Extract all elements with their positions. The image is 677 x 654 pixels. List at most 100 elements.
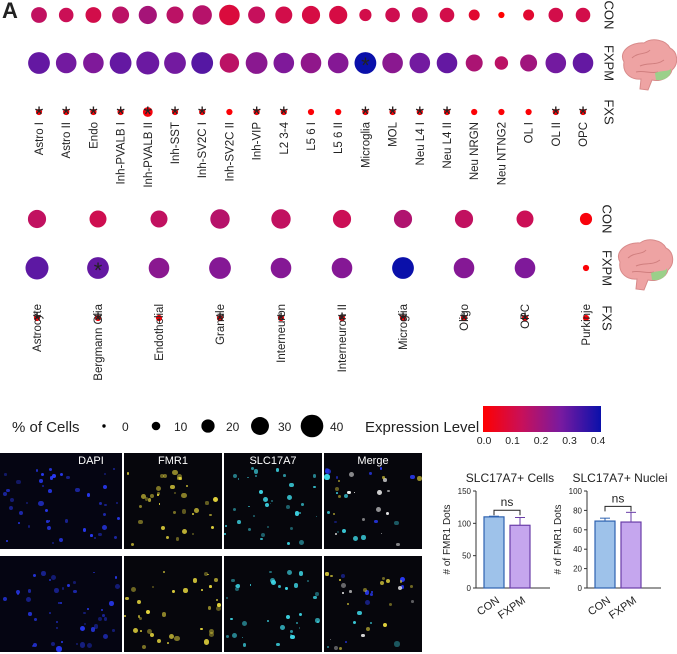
condition-label: CON <box>600 205 615 234</box>
signal-speck <box>329 638 332 641</box>
size-legend-value: 10 <box>174 420 188 434</box>
dot-con-inh-vip <box>248 6 266 24</box>
signal-speck <box>145 609 151 615</box>
dot-fxs-endothelial <box>155 314 163 322</box>
signal-speck <box>335 532 338 535</box>
signal-speck <box>2 596 8 602</box>
signal-speck <box>231 632 238 638</box>
signal-speck <box>160 473 165 478</box>
dot-fxpm-neu-nrgn <box>465 54 483 72</box>
signal-speck <box>38 478 43 483</box>
signal-speck <box>162 473 168 479</box>
significance-star: * <box>361 53 370 78</box>
signal-speck <box>387 490 390 493</box>
y-tick-label: 80 <box>573 506 582 515</box>
significance-star: * <box>579 102 588 127</box>
signal-speck <box>349 590 353 593</box>
signal-speck <box>374 519 378 524</box>
bar-con <box>594 520 616 589</box>
signal-speck <box>289 629 294 634</box>
signal-speck <box>158 503 161 506</box>
dot-con-interneuron <box>271 209 291 229</box>
signal-speck <box>275 468 279 472</box>
signal-speck <box>52 473 56 478</box>
signal-speck <box>254 474 257 477</box>
significance-label: ns <box>612 491 625 505</box>
dot-fxs-l5-6-i <box>307 108 315 116</box>
significance-star: * <box>399 308 408 333</box>
microscopy-panel-fmr1-control: FMR1 <box>124 453 222 549</box>
signal-speck <box>269 502 272 505</box>
signal-speck <box>34 618 37 622</box>
signal-speck <box>126 471 130 475</box>
signal-speck <box>370 621 372 624</box>
significance-star: * <box>62 102 71 127</box>
signal-speck <box>147 628 153 635</box>
dot-fxs-bergmann-glia <box>94 314 102 322</box>
microscopy-panel-dapi-premutation <box>0 556 122 652</box>
signal-speck <box>101 609 104 612</box>
signal-speck <box>370 591 373 594</box>
signal-speck <box>209 632 214 638</box>
signal-speck <box>26 597 32 603</box>
signal-speck <box>48 520 51 522</box>
dot-fxpm-astrocyte <box>25 256 49 280</box>
signal-speck <box>258 490 263 495</box>
signal-speck <box>56 626 59 629</box>
signal-speck <box>201 588 203 591</box>
signal-speck <box>210 525 214 529</box>
signal-speck <box>233 473 238 478</box>
signal-speck <box>234 587 239 592</box>
dot-con-l5-6-i <box>301 5 321 25</box>
signal-speck <box>50 641 55 646</box>
cell-type-label: Interneuron <box>276 304 288 363</box>
signal-speck <box>35 469 39 472</box>
signal-speck <box>379 580 385 586</box>
signal-speck <box>56 621 59 624</box>
signal-speck <box>177 473 183 479</box>
signal-speck <box>296 621 299 625</box>
cell-type-label: Inh-PVALB II <box>143 122 155 188</box>
signal-speck <box>183 588 188 593</box>
signal-speck <box>249 584 252 586</box>
signal-speck <box>9 505 14 510</box>
cell-type-label: Inh-PVALB I <box>116 122 128 184</box>
signal-speck <box>250 467 254 471</box>
signal-speck <box>185 485 189 488</box>
microscopy-panel-slc17a7-premutation <box>224 556 322 652</box>
cell-type-label: L2 3-4 <box>279 121 291 154</box>
signal-speck <box>299 612 303 616</box>
signal-speck <box>343 493 349 499</box>
signal-speck <box>151 586 154 589</box>
signal-speck <box>283 474 287 477</box>
signal-speck <box>103 473 106 476</box>
dot-fxs-endo <box>90 108 97 116</box>
signal-speck <box>27 524 31 528</box>
channel-label: SLC17A7 <box>249 455 297 467</box>
signal-speck <box>306 580 309 582</box>
signal-speck <box>287 494 293 500</box>
signal-speck <box>339 647 343 651</box>
dot-con-astrocyte <box>27 209 47 229</box>
signal-speck <box>125 596 129 601</box>
condition-label: FXS <box>600 305 615 331</box>
cell-type-label: Purkinje <box>581 304 593 346</box>
y-tick-label: 150 <box>458 487 472 496</box>
dot-con-endo <box>85 7 102 23</box>
signal-speck <box>225 596 229 600</box>
signal-speck <box>181 493 187 499</box>
brain-illustration-bottom <box>618 239 674 291</box>
significance-star: * <box>460 308 469 333</box>
signal-speck <box>290 634 295 640</box>
signal-speck <box>130 587 136 593</box>
signal-speck <box>132 627 138 634</box>
dot-fxs-inh-sv2c-ii <box>226 108 233 116</box>
signal-speck <box>101 614 105 618</box>
y-tick-label: 20 <box>573 565 582 574</box>
signal-speck <box>115 583 120 589</box>
signal-speck <box>394 520 400 526</box>
signal-speck <box>102 512 107 517</box>
size-legend-dot <box>201 419 215 433</box>
cell-type-label: Bergmann Glia <box>93 303 105 380</box>
